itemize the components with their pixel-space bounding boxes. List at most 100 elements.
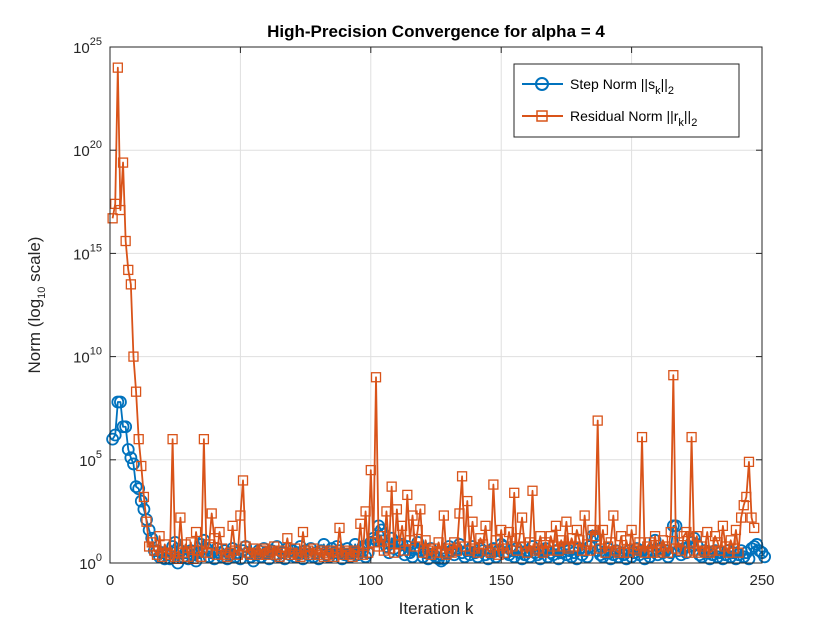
residual-norm-point: [128, 351, 139, 362]
residual-norm-point: [404, 535, 416, 546]
residual-norm-point: [391, 504, 403, 515]
y-tick-label: 1010: [73, 346, 102, 367]
residual-norm-point: [626, 524, 637, 536]
legend-residual-sub: k: [678, 117, 684, 129]
residual-norm-point: [571, 524, 582, 536]
residual-norm-point: [180, 539, 191, 550]
residual-norm-point: [545, 531, 556, 542]
residual-norm-point: [107, 213, 118, 224]
y-tick-label: 100: [79, 552, 102, 573]
residual-norm-point: [305, 549, 316, 560]
residual-norm-point: [694, 547, 705, 558]
residual-norm-point: [652, 547, 663, 558]
legend-residual-end: ||: [684, 108, 691, 124]
residual-norm-point: [201, 547, 212, 558]
residual-norm-point: [407, 510, 418, 521]
residual-norm-point: [522, 547, 533, 558]
residual-norm-point: [433, 537, 444, 548]
residual-norm-point: [441, 549, 452, 560]
residual-norm-point: [516, 512, 528, 523]
x-tick-label: 200: [619, 572, 644, 589]
residual-norm-point: [608, 510, 619, 521]
residual-norm-point: [665, 526, 676, 538]
residual-norm-point: [399, 545, 410, 556]
residual-norm-point: [378, 545, 389, 556]
residual-norm-point: [631, 545, 642, 556]
residual-norm-point: [464, 545, 476, 556]
legend-step-label: Step Norm ||sk||2: [570, 76, 674, 97]
residual-norm-point: [193, 545, 204, 556]
residual-norm-point: [561, 516, 572, 527]
residual-norm-point: [389, 547, 400, 558]
residual-norm-point: [185, 537, 196, 548]
residual-norm-point: [112, 62, 123, 73]
residual-norm-point: [240, 541, 251, 552]
residual-norm-point: [190, 526, 202, 538]
legend-residual-end-sub: 2: [691, 117, 697, 129]
residual-norm-point: [219, 549, 230, 560]
step-norm-point: [119, 420, 133, 434]
residual-norm-point: [151, 549, 163, 560]
residual-norm-point: [284, 549, 296, 560]
legend-residual-main: Residual Norm ||r: [570, 108, 679, 124]
residual-norm-point: [167, 434, 178, 445]
residual-norm-point: [446, 547, 457, 558]
legend-step-end: ||: [661, 76, 668, 92]
residual-norm-point: [360, 506, 371, 517]
x-tick-label: 150: [489, 572, 514, 589]
residual-norm-point: [621, 535, 632, 546]
residual-norm-point: [584, 545, 596, 556]
residual-norm-point: [211, 549, 223, 560]
residual-norm-point: [483, 545, 494, 556]
residual-norm-point: [279, 547, 290, 558]
legend-residual-marker: [536, 110, 548, 122]
residual-norm-point: [537, 547, 549, 558]
residual-norm-point: [334, 522, 345, 534]
residual-norm-point: [376, 531, 387, 542]
residual-norm-point: [232, 549, 243, 560]
residual-norm-point: [263, 547, 275, 558]
residual-norm-point: [709, 531, 721, 542]
residual-norm-series: [107, 62, 760, 565]
step-norm-point: [142, 523, 156, 537]
residual-norm-point: [183, 551, 194, 562]
residual-norm-point: [146, 537, 157, 548]
step-norm-point: [121, 443, 135, 456]
residual-norm-point: [733, 547, 744, 558]
residual-norm-point: [556, 535, 567, 546]
residual-norm-point: [691, 531, 702, 542]
residual-norm-point: [420, 535, 431, 546]
residual-norm-point: [381, 506, 392, 517]
residual-norm-point: [130, 386, 142, 397]
residual-norm-point: [454, 508, 465, 519]
residual-norm-point: [224, 547, 236, 558]
residual-norm-point: [203, 539, 215, 550]
residual-norm-point: [472, 547, 483, 558]
residual-norm-point: [326, 545, 337, 556]
residual-norm-point: [600, 547, 611, 558]
residual-norm-point: [639, 547, 650, 558]
residual-norm-point: [558, 541, 569, 552]
ticks: 0 50 100 150 200 250 100 105 1010 1015 1020 1025: [73, 36, 774, 589]
residual-norm-point: [527, 485, 538, 496]
residual-norm-point: [331, 547, 343, 558]
residual-norm-point: [741, 491, 752, 503]
x-tick-label: 50: [232, 572, 249, 589]
residual-norm-point: [509, 487, 520, 498]
step-norm-point: [124, 451, 138, 465]
residual-norm-point: [297, 526, 309, 538]
residual-norm-point: [123, 264, 134, 276]
residual-norm-point: [488, 479, 499, 490]
legend-step-main: Step Norm ||s: [570, 76, 655, 92]
residual-norm-point: [605, 537, 616, 548]
y-axis-label-main: Norm (log: [25, 299, 44, 374]
residual-norm-point: [292, 549, 303, 560]
y-axis-label-end: scale): [25, 237, 44, 287]
residual-norm-point: [610, 545, 622, 556]
legend-box: [513, 63, 740, 138]
residual-norm-point: [629, 543, 640, 554]
residual-norm-point: [576, 545, 588, 556]
legend-step-sub: k: [655, 85, 661, 97]
residual-norm-point: [449, 537, 460, 548]
residual-norm-point: [136, 460, 147, 472]
